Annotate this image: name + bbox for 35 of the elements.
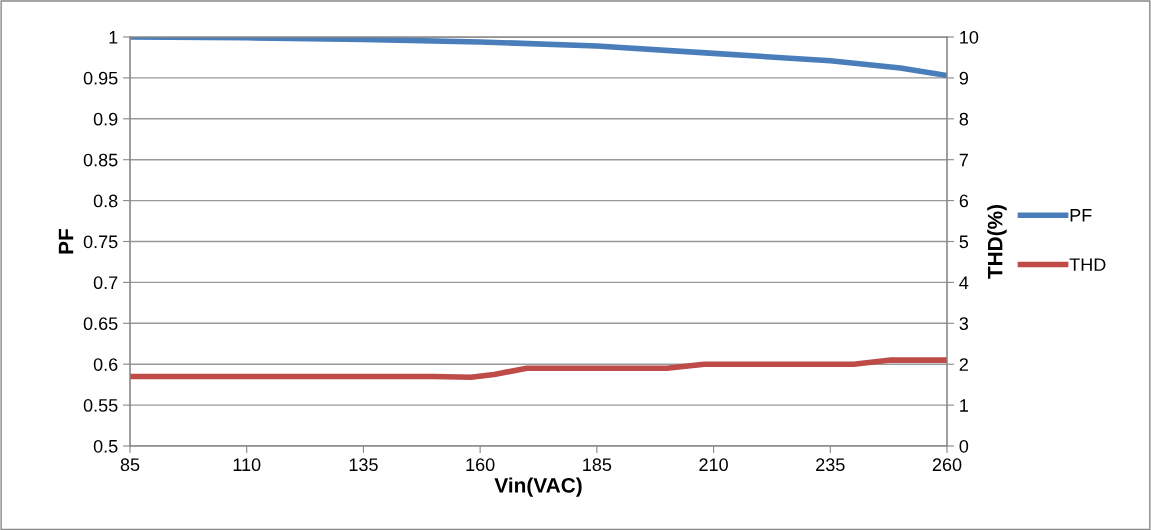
y2-tick-label: 1: [960, 399, 968, 412]
x-tick-label: 260: [932, 458, 962, 472]
x-tick-label: 210: [699, 458, 728, 472]
x-tick-label: 135: [349, 458, 378, 472]
y2-tick-label: 2: [959, 358, 968, 371]
y2-tick-label: 6: [959, 194, 969, 208]
x-tick-label: 235: [816, 458, 845, 472]
y-tick-label: 0.55: [83, 399, 118, 412]
x-tick-label: 110: [233, 458, 261, 472]
y2-tick-label: 7: [959, 153, 968, 167]
y2-tick-label: 0: [959, 439, 969, 453]
y-tick-label: 0.6: [93, 358, 118, 371]
y-tick-label: 0.7: [93, 276, 118, 290]
y-tick-label: 0.85: [83, 153, 118, 167]
y-tick-label: 0.5: [93, 439, 118, 453]
y2-tick-label: 4: [959, 276, 969, 289]
y-axis-title: PF: [58, 228, 74, 254]
y2-tick-label: 9: [959, 71, 968, 85]
y2-tick-label: 3: [959, 317, 969, 331]
y2-axis-title: THD(%): [987, 204, 1007, 279]
y-tick-label: 1: [109, 31, 118, 44]
legend-label: PF: [1070, 209, 1092, 222]
y2-tick-label: 8: [959, 112, 969, 126]
y-tick-label: 0.8: [93, 194, 118, 208]
x-tick-label: 85: [120, 458, 140, 472]
x-tick-label: 185: [583, 458, 612, 472]
y2-tick-label: 10: [960, 30, 979, 44]
x-tick-label: 160: [466, 458, 495, 472]
y-tick-label: 0.9: [93, 112, 118, 126]
y-tick-label: 0.75: [83, 235, 118, 249]
y-tick-label: 0.95: [83, 71, 118, 85]
y-tick-label: 0.65: [83, 317, 118, 331]
x-axis-title: Vin(VAC): [494, 477, 582, 497]
legend-label: THD: [1069, 258, 1106, 271]
y2-tick-label: 5: [959, 235, 969, 249]
